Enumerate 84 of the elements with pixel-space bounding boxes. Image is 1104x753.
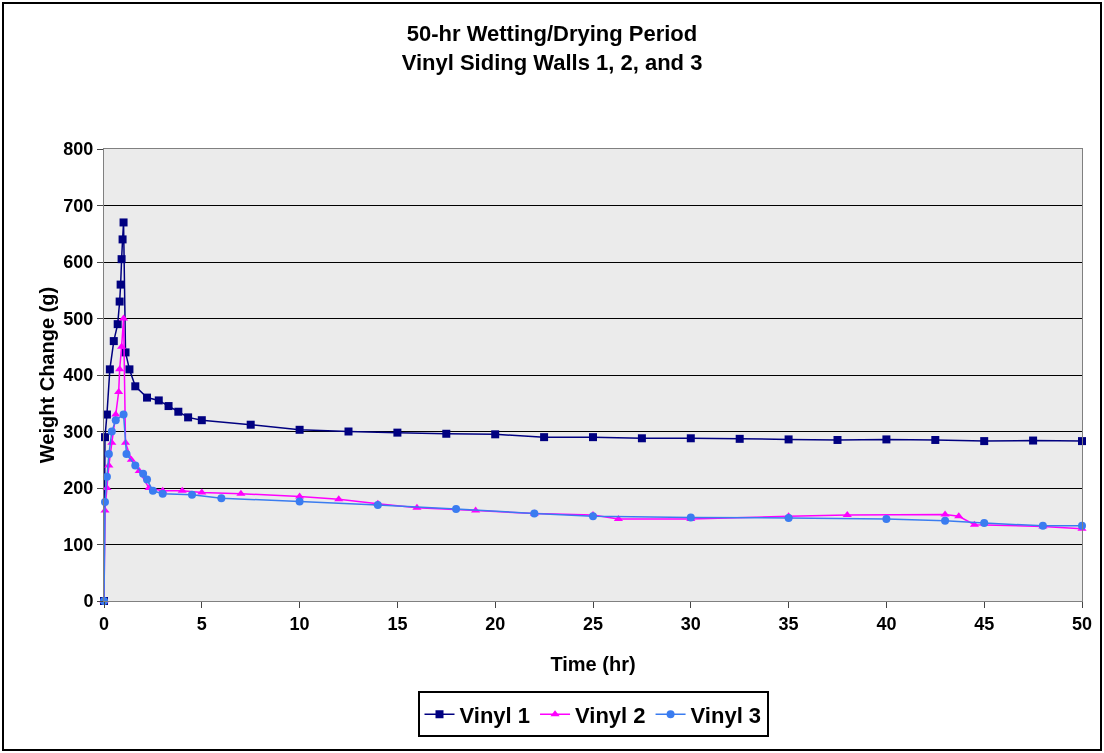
point [295,425,304,434]
point [111,416,120,425]
point [105,365,114,374]
point [111,410,121,417]
point [114,387,124,394]
y-tick-label: 200 [63,478,94,499]
point [116,280,125,289]
point [119,410,128,419]
point [174,407,183,416]
point [177,486,187,493]
point [158,489,167,498]
point [154,396,163,405]
point [197,416,206,425]
point [184,413,193,422]
point [246,420,255,429]
point [344,427,353,436]
legend-label: Vinyl 2 [575,702,646,728]
y-tick-label: 100 [63,534,94,555]
point [842,511,852,518]
x-axis-title: Time (hr) [550,653,636,675]
point [735,434,744,443]
x-tick-label: 40 [876,613,897,634]
y-tick-label: 700 [63,195,94,216]
point [940,510,950,517]
point [442,429,451,438]
y-tick-label: 400 [63,365,94,386]
point [118,235,127,244]
point [125,365,134,374]
point [589,433,597,442]
point [115,297,124,306]
x-tick-label: 50 [1071,613,1093,634]
point [164,402,173,411]
chart-title: 50-hr Wetting/Drying Period Vinyl Siding Walls 1, 2, and 3 [401,21,703,75]
y-tick-label: 300 [63,421,94,442]
point [148,486,157,495]
point [393,428,402,437]
point [931,435,940,444]
x-tick-label: 0 [98,613,110,634]
point [686,434,695,443]
point [980,437,989,446]
x-tick-label: 5 [196,613,207,634]
point [236,489,246,496]
point [117,255,126,264]
point [941,516,950,525]
y-axis-title: Weight Change (g) [36,286,58,464]
x-tick-label: 25 [582,613,604,634]
point [637,434,646,443]
point [1029,436,1038,445]
point [139,469,148,478]
point [491,430,500,439]
point [113,320,122,329]
point [217,494,226,503]
point [882,435,891,444]
point [784,435,793,444]
x-tick-label: 35 [778,613,799,634]
point [143,393,152,402]
x-tick-label: 20 [485,613,506,634]
x-tick-label: 15 [387,613,408,634]
point [295,497,304,506]
point [143,475,152,484]
point [980,519,989,528]
point [131,461,140,470]
point [131,382,140,391]
point [540,433,549,442]
point [122,450,131,459]
y-tick-label: 600 [63,252,94,273]
point [107,427,116,436]
y-tick-label: 500 [63,308,94,329]
point [833,435,842,444]
point [119,218,128,227]
point [882,515,891,524]
point [188,490,197,499]
legend-label: Vinyl 3 [690,702,762,728]
point [104,450,113,459]
point [109,337,118,346]
point [452,504,461,513]
x-tick-label: 30 [680,613,701,634]
x-tick-label: 10 [289,613,310,634]
x-tick-label: 45 [974,613,995,634]
legend-label: Vinyl 1 [459,702,531,728]
point [197,488,207,495]
y-tick-label: 800 [63,139,94,160]
y-tick-label: 0 [83,591,94,612]
point [102,472,111,481]
